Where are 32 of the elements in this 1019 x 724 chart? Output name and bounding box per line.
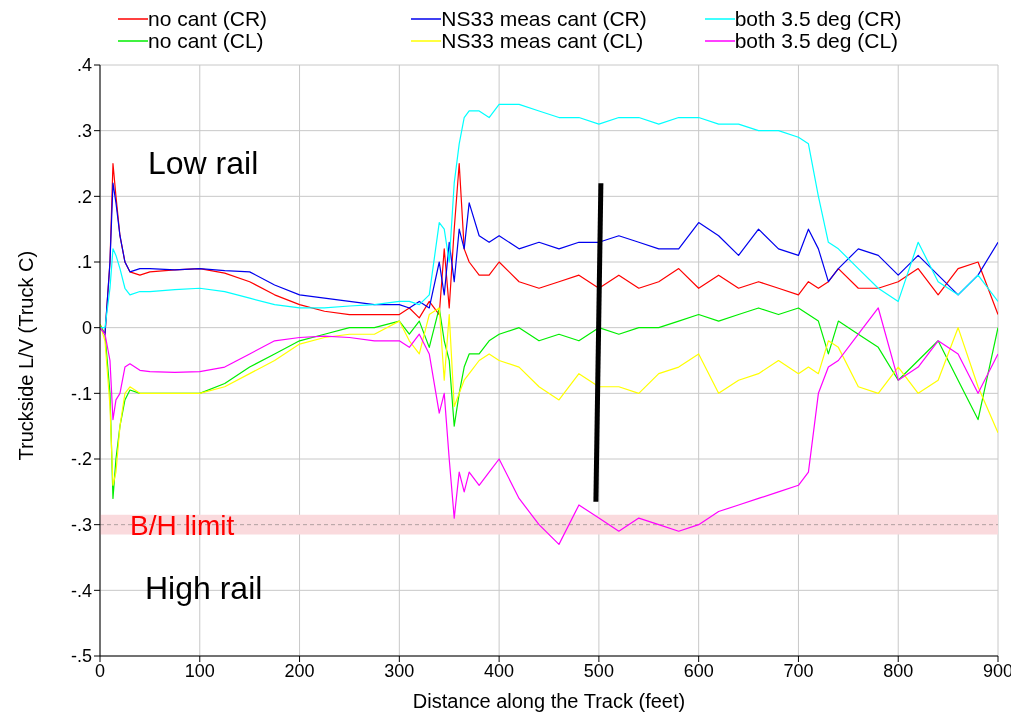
y-tick-label: -.2 (70, 449, 92, 470)
legend-label: no cant (CR) (148, 7, 268, 30)
x-tick-label: 800 (883, 660, 914, 681)
x-axis-title: Distance along the Track (feet) (412, 690, 686, 712)
y-tick-label: 0 (81, 318, 92, 339)
y-tick-label: .3 (76, 121, 92, 142)
y-tick-label: -.1 (70, 383, 92, 404)
x-tick-label: 300 (384, 660, 415, 681)
annotation: High rail (145, 570, 263, 607)
y-tick-label: .2 (76, 186, 92, 207)
legend-label: no cant (CL) (148, 29, 264, 52)
x-tick-label: 0 (94, 660, 106, 681)
y-tick-label: .1 (76, 252, 92, 273)
y-tick-label: -.5 (70, 646, 92, 667)
x-tick-label: 500 (583, 660, 614, 681)
y-tick-label: -.4 (70, 580, 92, 601)
legend-label: NS33 meas cant (CR) (441, 7, 647, 30)
legend-label: NS33 meas cant (CL) (441, 29, 644, 52)
x-tick-label: 700 (783, 660, 814, 681)
y-tick-label: .4 (76, 55, 92, 76)
x-tick-label: 600 (683, 660, 714, 681)
annotation: Low rail (148, 145, 259, 182)
y-axis-title: Truckside L/V (Truck C) (15, 250, 38, 461)
legend-label: both 3.5 deg (CR) (734, 7, 902, 30)
x-tick-label: 100 (184, 660, 215, 681)
band-label: B/H limit (130, 509, 235, 541)
x-tick-label: 400 (484, 660, 515, 681)
y-tick-label: -.3 (70, 515, 92, 536)
line-series (100, 103, 998, 329)
line-series (100, 307, 998, 545)
x-tick-label: 200 (284, 660, 315, 681)
legend-label: both 3.5 deg (CL) (734, 29, 899, 52)
